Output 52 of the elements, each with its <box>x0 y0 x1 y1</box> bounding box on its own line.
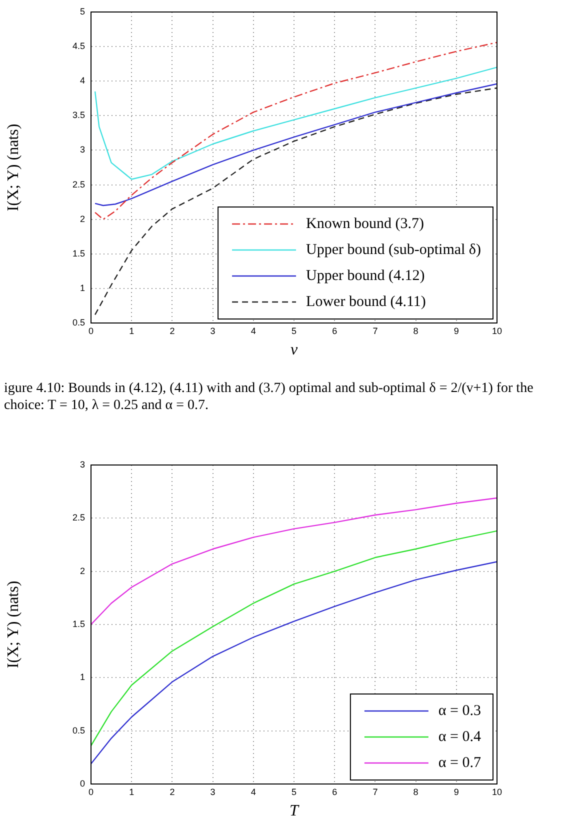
y-tick-label: 0 <box>80 778 85 788</box>
y-tick-label: 0.5 <box>72 725 85 736</box>
y-tick-label: 2 <box>80 214 85 224</box>
y-tick-label: 4 <box>80 76 85 86</box>
legend-label: Known bound (3.7) <box>306 216 424 232</box>
legend-label: α = 0.3 <box>438 702 482 719</box>
y-tick-label: 3 <box>80 459 85 470</box>
y-tick-label: 5 <box>80 6 85 16</box>
x-tick-label: 3 <box>210 786 216 797</box>
x-tick-label: 10 <box>492 326 502 336</box>
legend-label: Upper bound (sub-optimal δ) <box>306 242 482 258</box>
y-tick-label: 1 <box>80 282 85 293</box>
x-axis-title: T <box>290 802 300 820</box>
x-tick-label: 5 <box>291 326 297 336</box>
legend-label: α = 0.7 <box>438 754 482 771</box>
y-axis-title: I(X; Y) (nats) <box>4 124 22 212</box>
x-tick-label: 2 <box>170 786 175 797</box>
y-tick-label: 2.5 <box>72 512 85 523</box>
x-tick-label: 7 <box>372 326 378 336</box>
x-tick-label: 4 <box>250 786 256 797</box>
y-tick-label: 2.5 <box>72 179 85 190</box>
x-tick-label: 6 <box>332 326 338 336</box>
x-tick-label: 2 <box>170 326 175 336</box>
line-series <box>94 87 497 316</box>
legend-label: α = 0.4 <box>438 728 482 745</box>
x-tick-label: 9 <box>454 326 459 336</box>
x-axis-title: v <box>290 342 298 359</box>
y-tick-label: 2 <box>80 566 85 576</box>
x-tick-label: 8 <box>413 326 418 336</box>
text: igure 4.10: Bounds in (4.12), (4.11) with and (3.7) optimal and sub-optimal δ = 2/(v+1) for the choice: T = 10, λ = 0.25 and α = 0.7. <box>3 380 534 415</box>
legend-label: Upper bound (4.12) <box>306 268 425 284</box>
y-tick-label: 3 <box>80 144 85 155</box>
y-tick-label: 1.5 <box>72 248 85 258</box>
x-tick-label: 0 <box>88 326 94 336</box>
x-tick-label: 5 <box>291 786 297 797</box>
x-tick-label: 3 <box>210 326 216 336</box>
x-tick-label: 6 <box>332 786 338 797</box>
x-tick-label: 1 <box>129 326 134 336</box>
y-tick-label: 4.5 <box>72 41 85 52</box>
x-tick-label: 8 <box>413 786 418 797</box>
x-tick-label: 10 <box>492 786 502 797</box>
y-axis-title: I(X; Y) (nats) <box>4 580 22 668</box>
x-tick-label: 0 <box>88 786 94 797</box>
y-tick-label: 3.5 <box>72 110 85 120</box>
x-tick-label: 4 <box>250 326 256 336</box>
x-tick-label: 7 <box>372 786 378 797</box>
y-tick-label: 0.5 <box>72 317 85 328</box>
x-tick-label: 1 <box>129 786 134 797</box>
y-tick-label: 1 <box>80 672 85 682</box>
x-tick-label: 9 <box>454 786 459 797</box>
legend-label: Lower bound (4.11) <box>306 294 426 310</box>
y-tick-label: 1.5 <box>72 618 85 629</box>
